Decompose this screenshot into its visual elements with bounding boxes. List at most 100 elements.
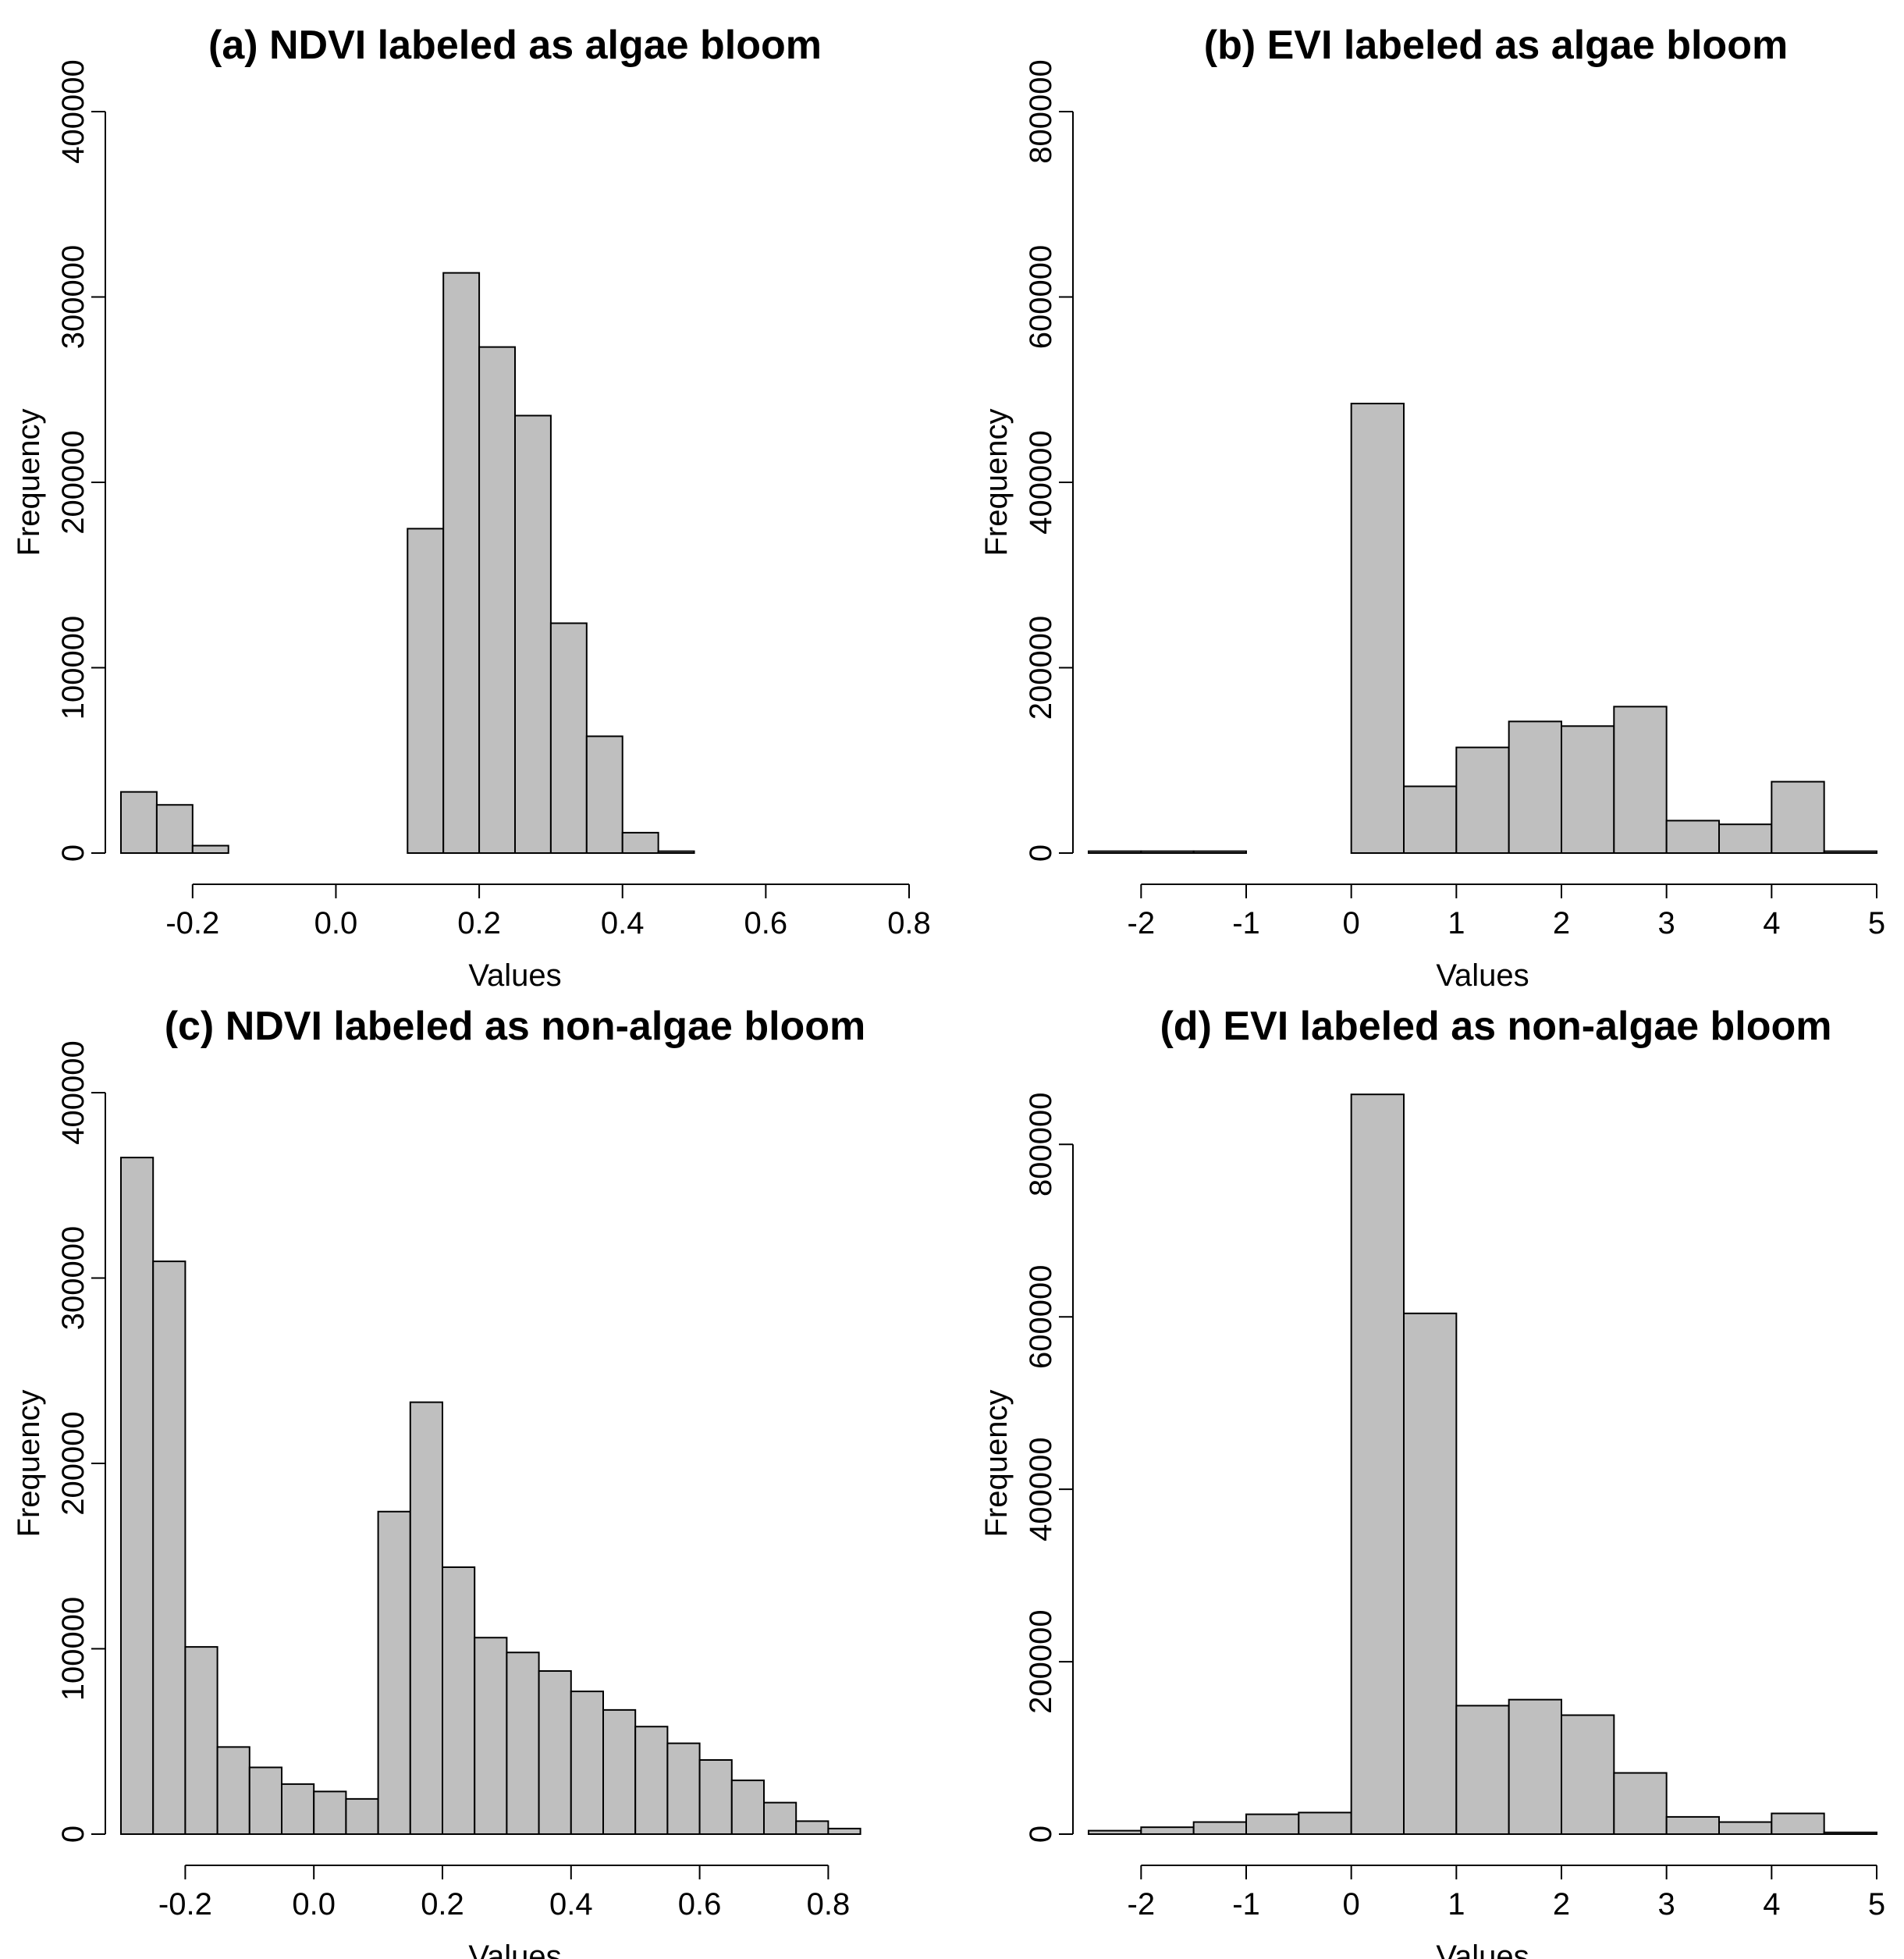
histogram-bar [478,346,516,854]
x-tick-label: 0.2 [457,906,501,940]
histogram-bar [602,1708,637,1835]
x-tick-label: 0.6 [678,1887,722,1922]
histogram-bar [1561,1714,1615,1835]
y-tick-label: 100000 [56,616,91,720]
histogram-bar [1771,1812,1825,1835]
x-tick-label: -2 [1128,906,1156,940]
x-tick-label: -0.2 [158,1887,212,1922]
x-tick-label: 2 [1553,1887,1570,1922]
x-tick-label: 0.2 [421,1887,464,1922]
histogram-bar [1823,850,1878,854]
histogram-bar [1298,1811,1352,1836]
histogram-bar [1192,850,1247,854]
histogram-bar [1403,1312,1458,1835]
x-axis-label: Values [1436,958,1529,993]
histogram-bar [634,1726,669,1835]
histogram-bar [184,1646,218,1835]
panel-c: (c) NDVI labeled as non-algae bloom 0 1000… [12,1004,865,1959]
y-axis-label: Frequency [12,1390,46,1538]
histogram-bar [155,804,194,854]
x-tick-label: 0.4 [601,906,645,940]
x-tick-label: 0 [1343,1887,1360,1922]
chart-title: (d) EVI labeled as non-algae bloom [1160,1004,1831,1049]
histogram-bar [377,1510,411,1835]
x-tick-label: 2 [1553,906,1570,940]
histogram-bar [1613,1772,1668,1836]
histogram-bar [763,1801,797,1835]
histogram-bar [1140,850,1195,854]
panel-b: (b) EVI labeled as algae bloom 0 200000 400… [979,23,1885,993]
y-tick-label: 200000 [1024,1609,1058,1713]
histogram-bar [120,791,158,854]
histogram-bar [191,844,229,854]
y-tick-label: 400000 [56,59,91,163]
y-tick-label: 400000 [1024,430,1058,534]
panel-d: (d) EVI labeled as non-algae bloom 0 20000… [979,1004,1885,1959]
chart-title: (a) NDVI labeled as algae bloom [208,23,822,68]
histogram-bar [409,1401,443,1835]
y-tick-label: 0 [56,1826,91,1843]
histogram-bar [585,735,623,854]
y-tick-label: 200000 [1024,616,1058,720]
histogram-bar [1088,850,1142,854]
histogram-bar [1088,1829,1142,1835]
histogram-bar [313,1790,347,1835]
histogram-bar [657,850,695,854]
histogram-bar [1561,725,1615,854]
histogram-bar [1718,1821,1773,1836]
x-tick-label: 4 [1763,1887,1780,1922]
histogram-bar [1508,1698,1562,1835]
histogram-bar [666,1742,701,1835]
histogram-bar [1192,1821,1247,1836]
histogram-bar [621,831,659,854]
histogram-bar [345,1797,379,1835]
histogram-bar [1455,746,1510,854]
y-tick-label: 100000 [56,1597,91,1701]
x-tick-label: 5 [1868,1887,1885,1922]
histogram-bar [1613,706,1668,854]
chart-title: (c) NDVI labeled as non-algae bloom [165,1004,866,1049]
histogram-bar [1140,1826,1195,1836]
histogram-bar [570,1691,604,1835]
histogram-bar [1350,403,1405,854]
y-axis-label: Frequency [12,409,46,556]
histogram-bar [120,1157,155,1835]
histogram-bar [152,1260,186,1835]
histogram-bar [1823,1831,1878,1836]
y-axis-label: Frequency [979,1390,1014,1538]
x-axis-label: Values [468,1939,561,1959]
histogram-bar [1665,820,1721,854]
histogram-bar [1245,1813,1300,1835]
y-tick-label: 300000 [56,1226,91,1330]
y-tick-label: 0 [56,844,91,862]
histogram-bar [549,622,588,854]
histogram-bar [698,1759,733,1835]
x-tick-label: 1 [1448,906,1465,940]
panel-a: (a) NDVI labeled as algae bloom 0 100000 20… [12,23,931,993]
x-tick-label: -1 [1232,1887,1260,1922]
histogram-bar [216,1746,250,1835]
x-tick-label: 4 [1763,906,1780,940]
histogram-bar [1718,823,1773,854]
y-tick-label: 0 [1024,844,1058,862]
histogram-bar [514,414,552,854]
histogram-bar [1455,1705,1510,1835]
histogram-bar [827,1827,861,1835]
x-tick-label: 3 [1658,906,1675,940]
histogram-bar [474,1637,508,1835]
histogram-bar [1403,785,1458,854]
histogram-bar [795,1820,829,1835]
x-tick-label: 0.6 [744,906,788,940]
x-tick-label: 1 [1448,1887,1465,1922]
y-tick-label: 200000 [56,1411,91,1515]
histogram-bar [248,1766,282,1835]
x-tick-label: 0 [1343,906,1360,940]
histogram-bar [281,1783,315,1835]
x-tick-label: 3 [1658,1887,1675,1922]
histogram-bar [442,1566,476,1835]
y-axis-label: Frequency [979,409,1014,556]
x-tick-label: -0.2 [165,906,219,940]
histogram-bar [442,272,481,854]
histogram-bar [1665,1815,1721,1836]
